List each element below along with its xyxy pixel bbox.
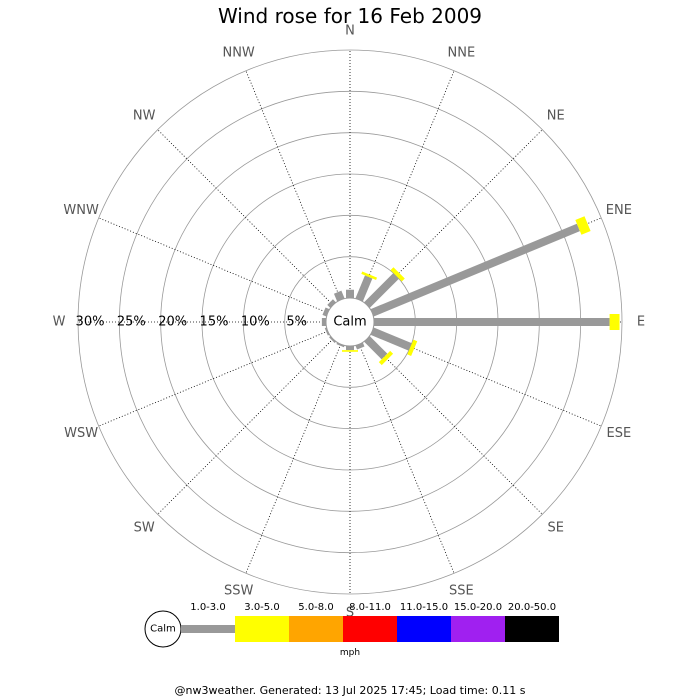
direction-label-e: E [637, 315, 645, 330]
bar-e-1.0-3.0 [373, 318, 610, 326]
bar-ne-3.0-5.0 [390, 267, 405, 282]
radial-tick-label: 15% [200, 315, 229, 330]
bar-ese-1.0-3.0 [370, 327, 412, 351]
direction-label-wsw: WSW [64, 426, 98, 441]
chart-title: Wind rose for 16 Feb 2009 [217, 4, 483, 28]
radial-tick-label: 30% [76, 315, 105, 330]
direction-label-ene: ENE [606, 203, 632, 218]
radial-tick-labels: 5% 10% 15% 20% 25% 30% [76, 315, 307, 330]
spoke-se [366, 338, 543, 515]
legend-label-15.0-20.0: 15.0-20.0 [454, 602, 502, 613]
legend-swatch-11.0-15.0 [397, 616, 451, 642]
legend-calm-label: Calm [150, 624, 176, 635]
legend-swatch-5.0-8.0 [289, 616, 343, 642]
bar-sw-1.0-3.0 [329, 336, 336, 343]
bar-se-3.0-5.0 [378, 350, 394, 366]
bar-ssw-1.0-3.0 [336, 342, 345, 348]
spoke-sse [358, 344, 455, 574]
radial-tick-label: 10% [241, 315, 270, 330]
bar-nnw-1.0-3.0 [333, 290, 345, 302]
bar-n-1.0-3.0 [346, 289, 354, 298]
direction-label-w: W [53, 315, 66, 330]
spoke-wsw [98, 330, 328, 427]
bar-ene-3.0-5.0 [575, 216, 591, 235]
bar-ene-1.0-3.0 [370, 223, 580, 317]
spoke-nnw [245, 70, 342, 300]
calm-label: Calm [333, 315, 366, 330]
radial-tick-label: 25% [117, 315, 146, 330]
legend-swatch-8.0-11.0 [343, 616, 397, 642]
direction-label-wnw: WNW [63, 203, 99, 218]
legend-swatch-3.0-5.0 [235, 616, 289, 642]
grid-circle [77, 49, 623, 595]
spoke-nw [157, 129, 334, 306]
calm-center: Calm [325, 297, 375, 347]
direction-labels: N NNE NE ENE E ESE SE SSE S SSW SW WSW W WNW NW NNW [53, 24, 646, 621]
legend-label-3.0-5.0: 3.0-5.0 [244, 602, 279, 613]
spoke-ssw [245, 344, 342, 574]
legend-swatch-1.0-3.0 [181, 625, 235, 633]
direction-label-s: S [346, 606, 354, 621]
legend-label-8.0-11.0: 8.0-11.0 [349, 602, 391, 613]
radial-tick-label: 5% [286, 315, 307, 330]
bar-w-1.0-3.0 [321, 318, 327, 326]
direction-label-sse: SSE [449, 583, 474, 598]
bar-ne-1.0-3.0 [364, 272, 400, 308]
legend-swatch-15.0-20.0 [451, 616, 505, 642]
direction-label-ese: ESE [607, 426, 632, 441]
spoke-nne [358, 70, 455, 300]
bar-ese-3.0-5.0 [407, 339, 418, 356]
bar-e-3.0-5.0 [609, 314, 620, 330]
legend-label-1.0-3.0: 1.0-3.0 [190, 602, 225, 613]
direction-label-nnw: NNW [222, 46, 254, 61]
bar-nw-1.0-3.0 [327, 299, 336, 308]
bar-sse-1.0-3.0 [355, 342, 365, 350]
legend-unit: mph [339, 648, 361, 658]
spoke-wnw [98, 217, 328, 314]
legend-swatch-20.0-50.0 [505, 616, 559, 642]
bar-s-1.0-3.0 [346, 346, 354, 351]
direction-label-nne: NNE [448, 46, 476, 61]
direction-label-ssw: SSW [224, 583, 254, 598]
direction-label-ne: NE [547, 109, 565, 124]
direction-label-n: N [345, 24, 355, 39]
bar-wsw-1.0-3.0 [324, 327, 330, 336]
bar-se-1.0-3.0 [364, 336, 388, 360]
bar-wnw-1.0-3.0 [322, 307, 330, 317]
spoke-ese [372, 330, 602, 427]
bar-layer [321, 216, 620, 366]
bar-s-3.0-5.0 [342, 350, 358, 352]
legend: Calm 1.0-3.0 3.0-5.0 5.0-8.0 8.0-11.0 11.0-15… [144, 602, 559, 648]
legend-label-20.0-50.0: 20.0-50.0 [508, 602, 556, 613]
footer-text: @nw3weather. Generated: 13 Jul 2025 17:4… [174, 684, 526, 697]
direction-label-nw: NW [133, 109, 156, 124]
direction-label-sw: SW [134, 520, 155, 535]
calm-circle [325, 297, 375, 347]
bar-nne-1.0-3.0 [355, 275, 373, 302]
direction-label-se: SE [548, 520, 564, 535]
legend-label-5.0-8.0: 5.0-8.0 [298, 602, 333, 613]
legend-label-11.0-15.0: 11.0-15.0 [400, 602, 448, 613]
radial-tick-label: 20% [158, 315, 187, 330]
bar-nne-3.0-5.0 [361, 271, 378, 280]
